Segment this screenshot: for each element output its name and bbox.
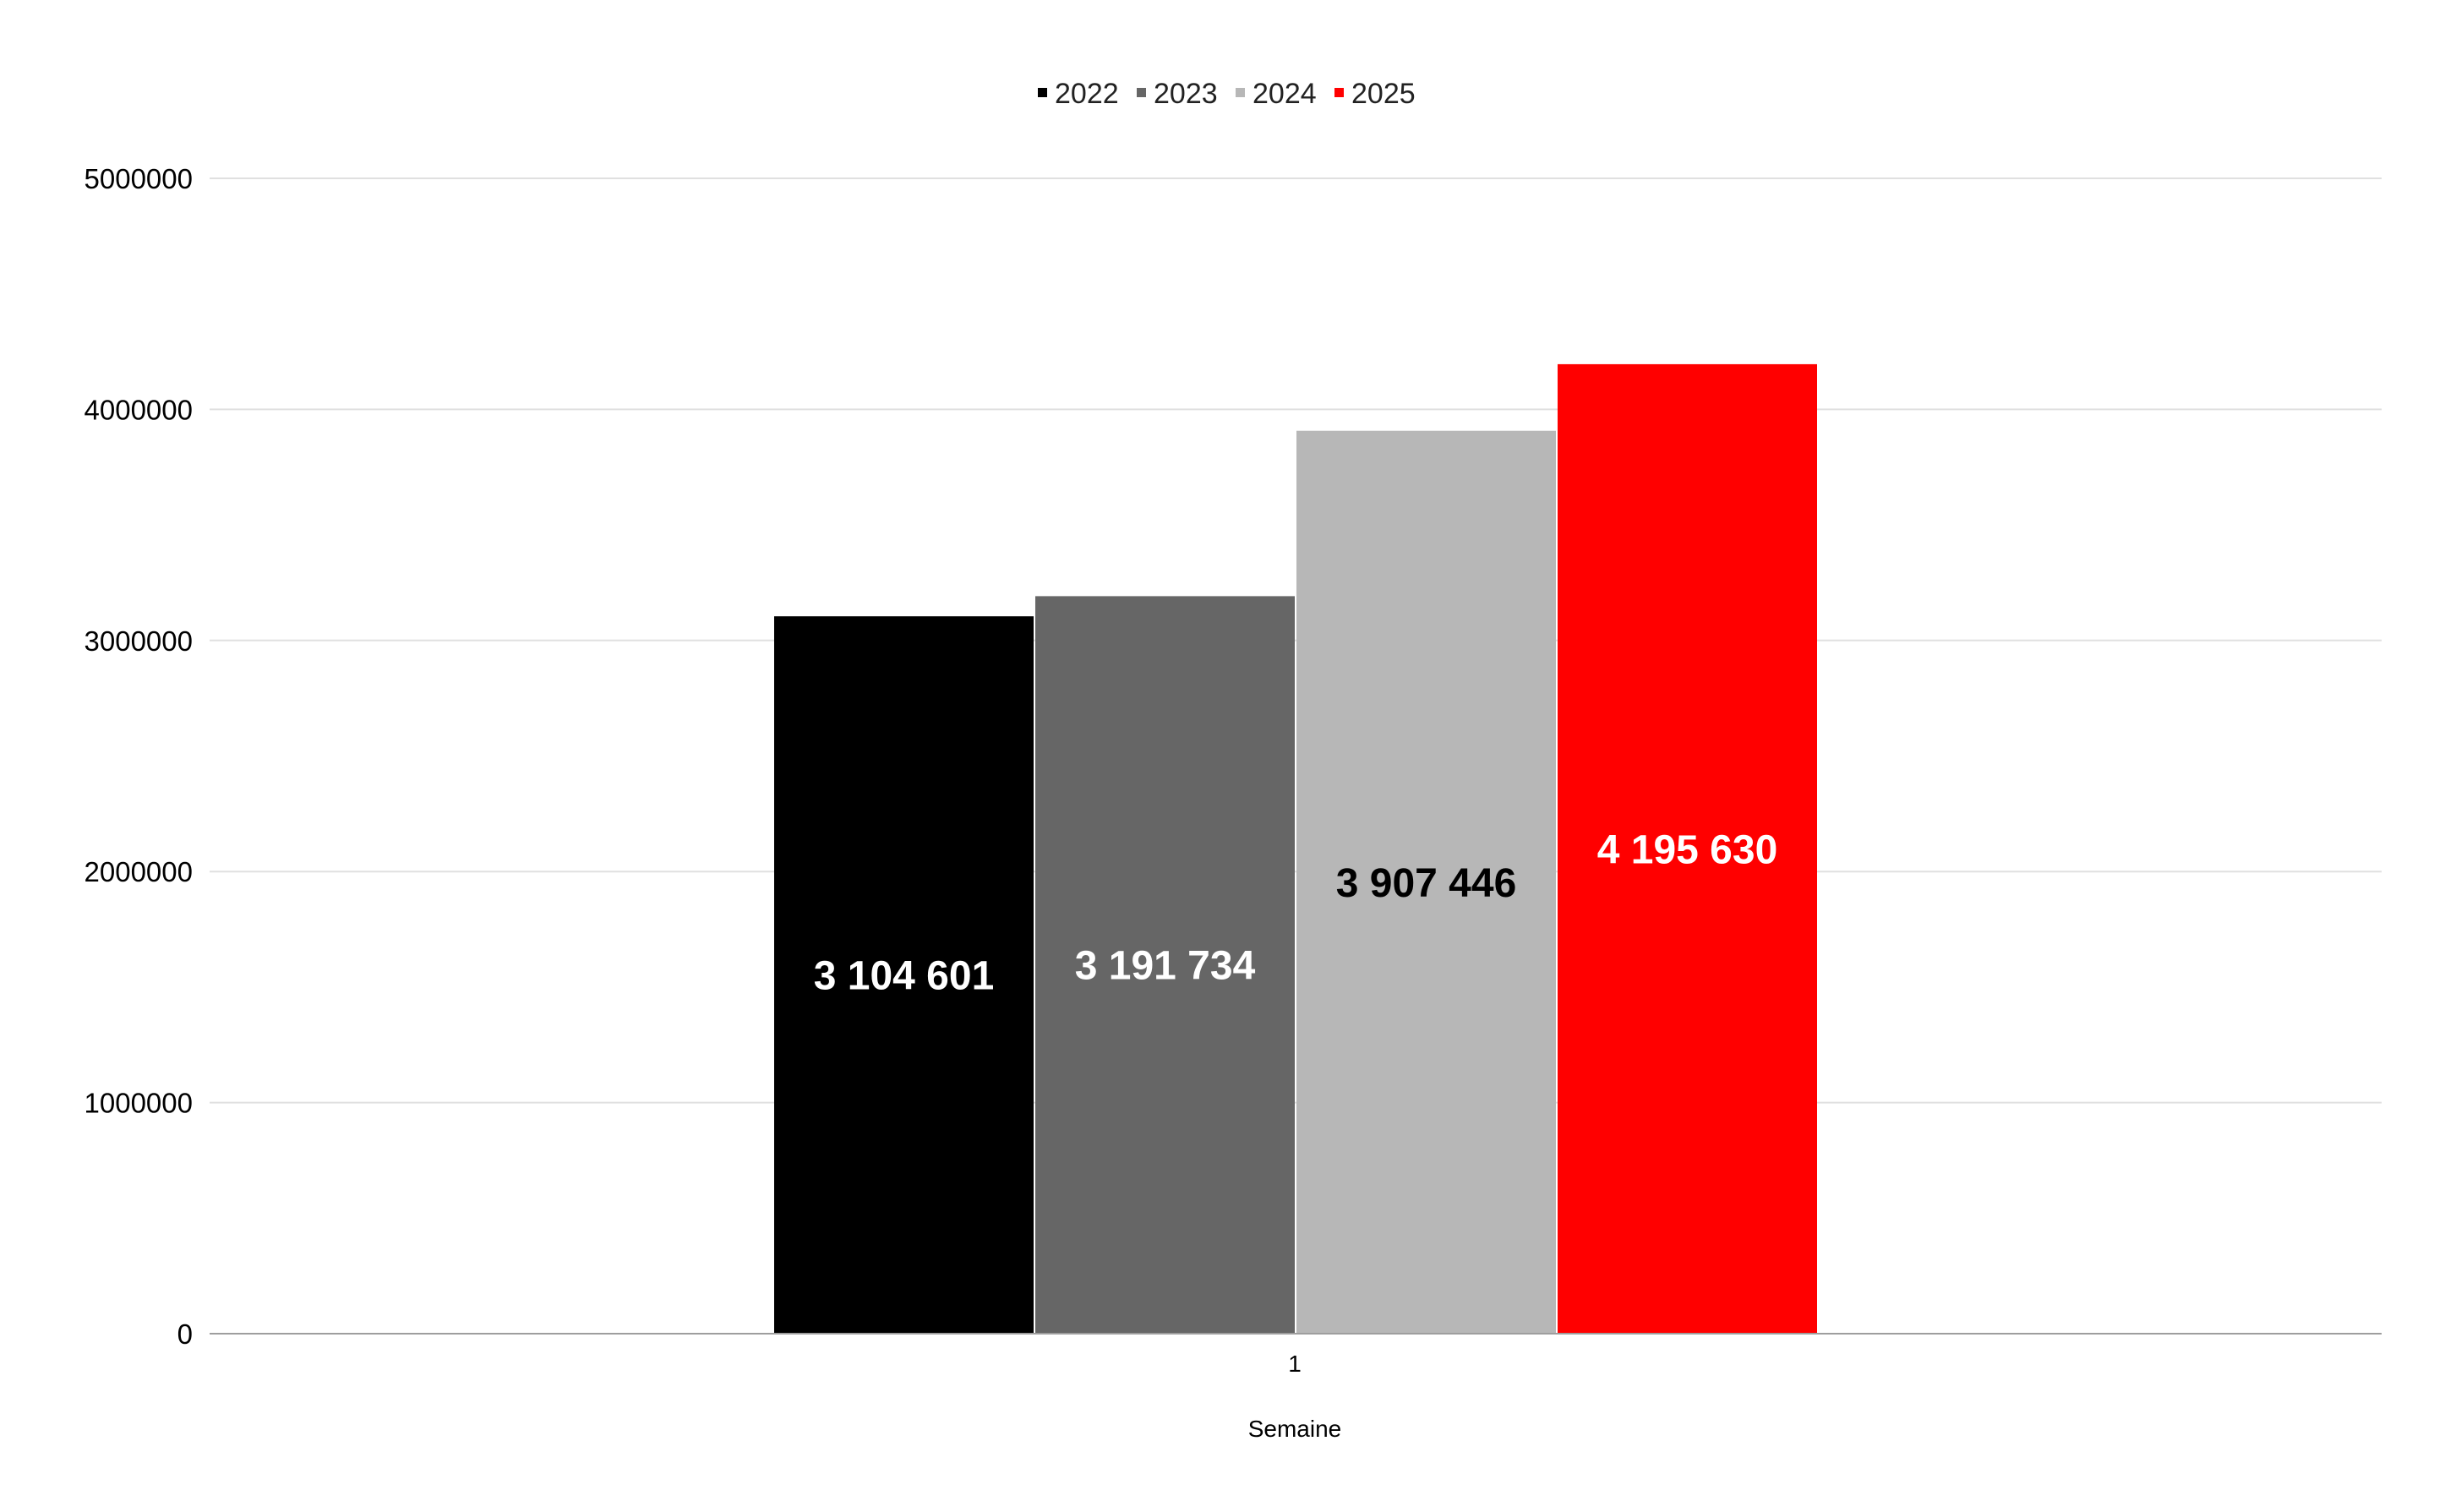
bars: 3 104 601 3 191 734 3 907 446 4 195 630: [774, 363, 1817, 1335]
legend-label-2023: 2023: [1154, 78, 1218, 110]
y-tick-label: 1000000: [85, 1088, 193, 1119]
legend-swatch-2022: [1038, 88, 1047, 97]
bar-2022: [774, 616, 1034, 1334]
legend-swatch-2023: [1137, 88, 1146, 97]
legend-label-2024: 2024: [1253, 78, 1317, 110]
x-tick-label: 1: [1288, 1351, 1302, 1377]
y-tick-label: 5000000: [85, 163, 193, 194]
gridlines: [210, 177, 2382, 1104]
legend: 2022 2023 2024 2025: [1038, 78, 1416, 110]
y-tick-label: 3000000: [85, 625, 193, 657]
bar-2023: [1035, 596, 1295, 1334]
data-label-2023: 3 191 734: [1075, 944, 1256, 989]
legend-swatch-2025: [1334, 88, 1344, 97]
y-tick-label: 4000000: [85, 394, 193, 425]
data-label-2022: 3 104 601: [814, 954, 995, 999]
y-tick-label: 2000000: [85, 856, 193, 887]
x-axis-label: Semaine: [1248, 1416, 1342, 1442]
x-axis-ticks: 1: [1288, 1351, 1302, 1377]
legend-label-2022: 2022: [1055, 78, 1119, 110]
data-label-2024: 3 907 446: [1336, 861, 1517, 906]
y-tick-label: 0: [177, 1318, 193, 1350]
bar-2024: [1296, 430, 1556, 1335]
y-axis-ticks: 0 1000000 2000000 3000000 4000000 5000000: [85, 163, 193, 1350]
legend-swatch-2024: [1236, 88, 1245, 97]
data-label-2025: 4 195 630: [1597, 827, 1778, 872]
legend-label-2025: 2025: [1351, 78, 1416, 110]
bar-2025: [1558, 363, 1817, 1334]
